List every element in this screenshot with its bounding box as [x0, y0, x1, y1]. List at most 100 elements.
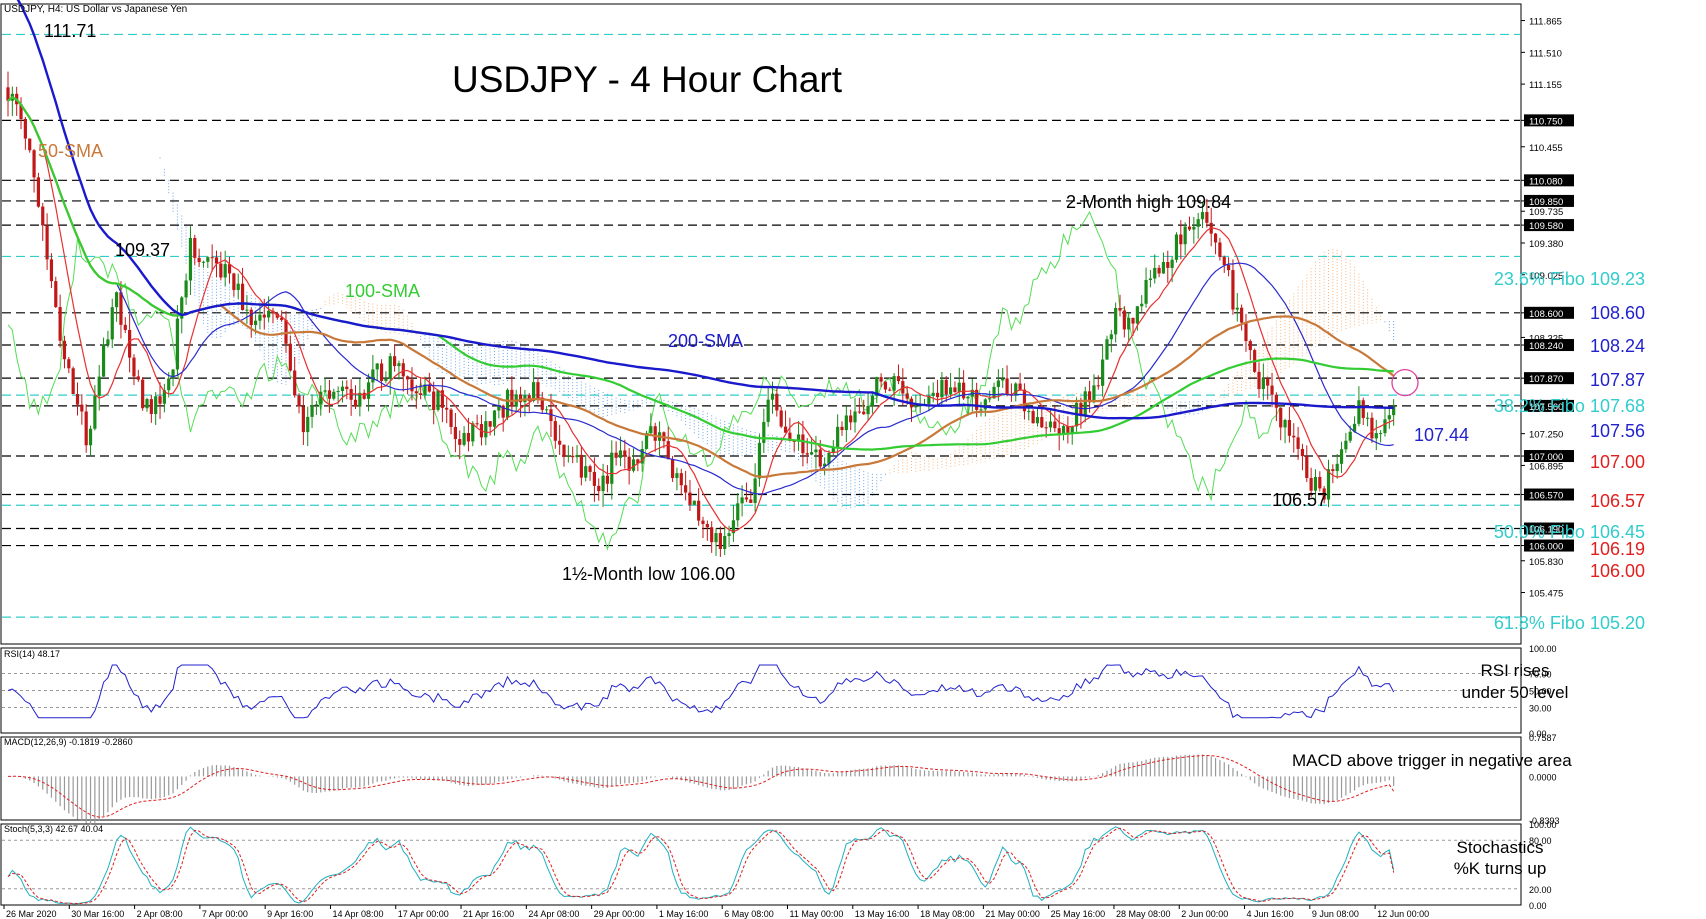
- candle-body: [145, 399, 149, 409]
- candle-body: [58, 307, 62, 341]
- panel-frame-1: [0, 647, 1522, 734]
- label-peak-left: 109.37: [115, 240, 170, 260]
- stoch-axis-label: 80.00: [1529, 836, 1552, 846]
- candle-body: [684, 485, 688, 493]
- candle-body: [714, 533, 718, 543]
- candle-body: [783, 426, 788, 433]
- candle-body: [136, 376, 140, 380]
- candle-body: [41, 206, 45, 226]
- stoch-note-line1: Stochastics: [1457, 838, 1544, 857]
- macd-signal-line: [7, 754, 1395, 818]
- candle-body: [1192, 226, 1196, 230]
- candle-body: [675, 473, 679, 478]
- candle-body: [1361, 400, 1365, 418]
- candle-body: [809, 452, 814, 455]
- candle-body: [857, 411, 861, 413]
- candle-body: [1179, 234, 1183, 245]
- candle-body: [323, 390, 327, 392]
- candle-body: [62, 340, 67, 360]
- candle-body: [1226, 265, 1231, 271]
- price-axis-label: 107.000: [1529, 452, 1563, 463]
- candle-body: [1313, 476, 1318, 491]
- time-axis-label: 4 Jun 16:00: [1247, 909, 1294, 919]
- candle-body: [197, 257, 201, 263]
- rsi-axis-label: 70.00: [1529, 670, 1552, 680]
- tenkan-line: [7, 96, 1394, 533]
- candle-body: [110, 307, 114, 340]
- ichimoku-cloud: [7, 157, 1395, 551]
- time-axis-label: 24 Apr 08:00: [528, 909, 579, 919]
- label-sma50: 50-SMA: [38, 141, 103, 161]
- candle-body: [935, 392, 940, 398]
- candle-body: [962, 382, 966, 399]
- rsi-axis-label: 50.00: [1529, 687, 1552, 697]
- candle-body: [649, 426, 653, 434]
- candle-body: [75, 394, 80, 405]
- candle-body: [1127, 317, 1131, 330]
- candle-body: [805, 453, 809, 455]
- candle-body: [779, 410, 783, 427]
- candle-body: [327, 390, 332, 399]
- time-axis-label: 2 Apr 08:00: [137, 909, 183, 919]
- candle-body: [249, 309, 253, 325]
- candle-body: [892, 376, 896, 391]
- candle-body: [875, 377, 879, 396]
- price-axis-tag: [1524, 306, 1574, 319]
- rsi-panel: 100.00 70.00 50.00 30.00 0.00: [2, 644, 1557, 739]
- candle-body: [93, 395, 97, 429]
- candle-body: [167, 378, 171, 391]
- candle-body: [1196, 219, 1200, 227]
- candle-body: [531, 382, 536, 401]
- time-axis-label: 21 May 00:00: [985, 909, 1040, 919]
- candle-body: [1174, 234, 1179, 260]
- candle-body: [319, 391, 323, 405]
- candle-body: [849, 415, 853, 423]
- price-axis-tag: [1524, 372, 1574, 385]
- candle-body: [149, 399, 153, 414]
- candle-body: [340, 386, 345, 392]
- label-sma200: 200-SMA: [668, 331, 743, 351]
- candle-body: [618, 450, 623, 458]
- candle-body: [358, 392, 362, 407]
- chikou-line: [7, 210, 1282, 551]
- candle-body: [214, 257, 219, 264]
- price-axis-tag: [1524, 450, 1574, 463]
- candle-body: [1352, 423, 1357, 432]
- price-axis-label: 108.240: [1529, 341, 1563, 352]
- candle-body: [966, 396, 970, 399]
- candle-body: [1083, 391, 1087, 416]
- label-r-107-56: 107.56: [1590, 421, 1645, 441]
- time-axis-label: 1 May 16:00: [659, 909, 709, 919]
- candle-body: [1166, 262, 1170, 268]
- label-fibo-618: 61.8% Fibo 105.20: [1494, 613, 1645, 633]
- candle-body: [636, 459, 640, 464]
- candle-body: [940, 379, 944, 398]
- candle-body: [584, 466, 588, 478]
- symbol-header: USDJPY, H4: US Dollar vs Japanese Yen: [4, 4, 187, 15]
- candle-body: [1213, 233, 1218, 243]
- price-axis-label: 106.000: [1529, 542, 1563, 553]
- price-axis-label: 107.560: [1529, 402, 1563, 413]
- chart-title: USDJPY - 4 Hour Chart: [452, 59, 843, 100]
- candle-body: [375, 363, 379, 370]
- time-axis-label: 26 Mar 2020: [6, 909, 57, 919]
- panel-frame-2: [0, 736, 1522, 821]
- candle-body: [297, 395, 301, 407]
- candle-body: [119, 292, 123, 325]
- candle-body: [6, 87, 10, 101]
- candle-body: [423, 384, 427, 396]
- candle-body: [701, 520, 705, 524]
- candle-body: [540, 398, 544, 410]
- sma200-line: [16, 0, 1394, 420]
- candle-body: [206, 257, 210, 262]
- candle-body: [349, 389, 353, 400]
- macd-note: MACD above trigger in negative area: [1292, 751, 1572, 770]
- candle-body: [862, 411, 866, 415]
- label-s-107-00: 107.00: [1590, 452, 1645, 472]
- candle-body: [397, 363, 401, 367]
- candle-body: [1270, 385, 1274, 395]
- candle-body: [753, 478, 757, 503]
- candle-body: [180, 297, 184, 319]
- candle-body: [1122, 310, 1126, 330]
- candle-body: [1183, 226, 1187, 245]
